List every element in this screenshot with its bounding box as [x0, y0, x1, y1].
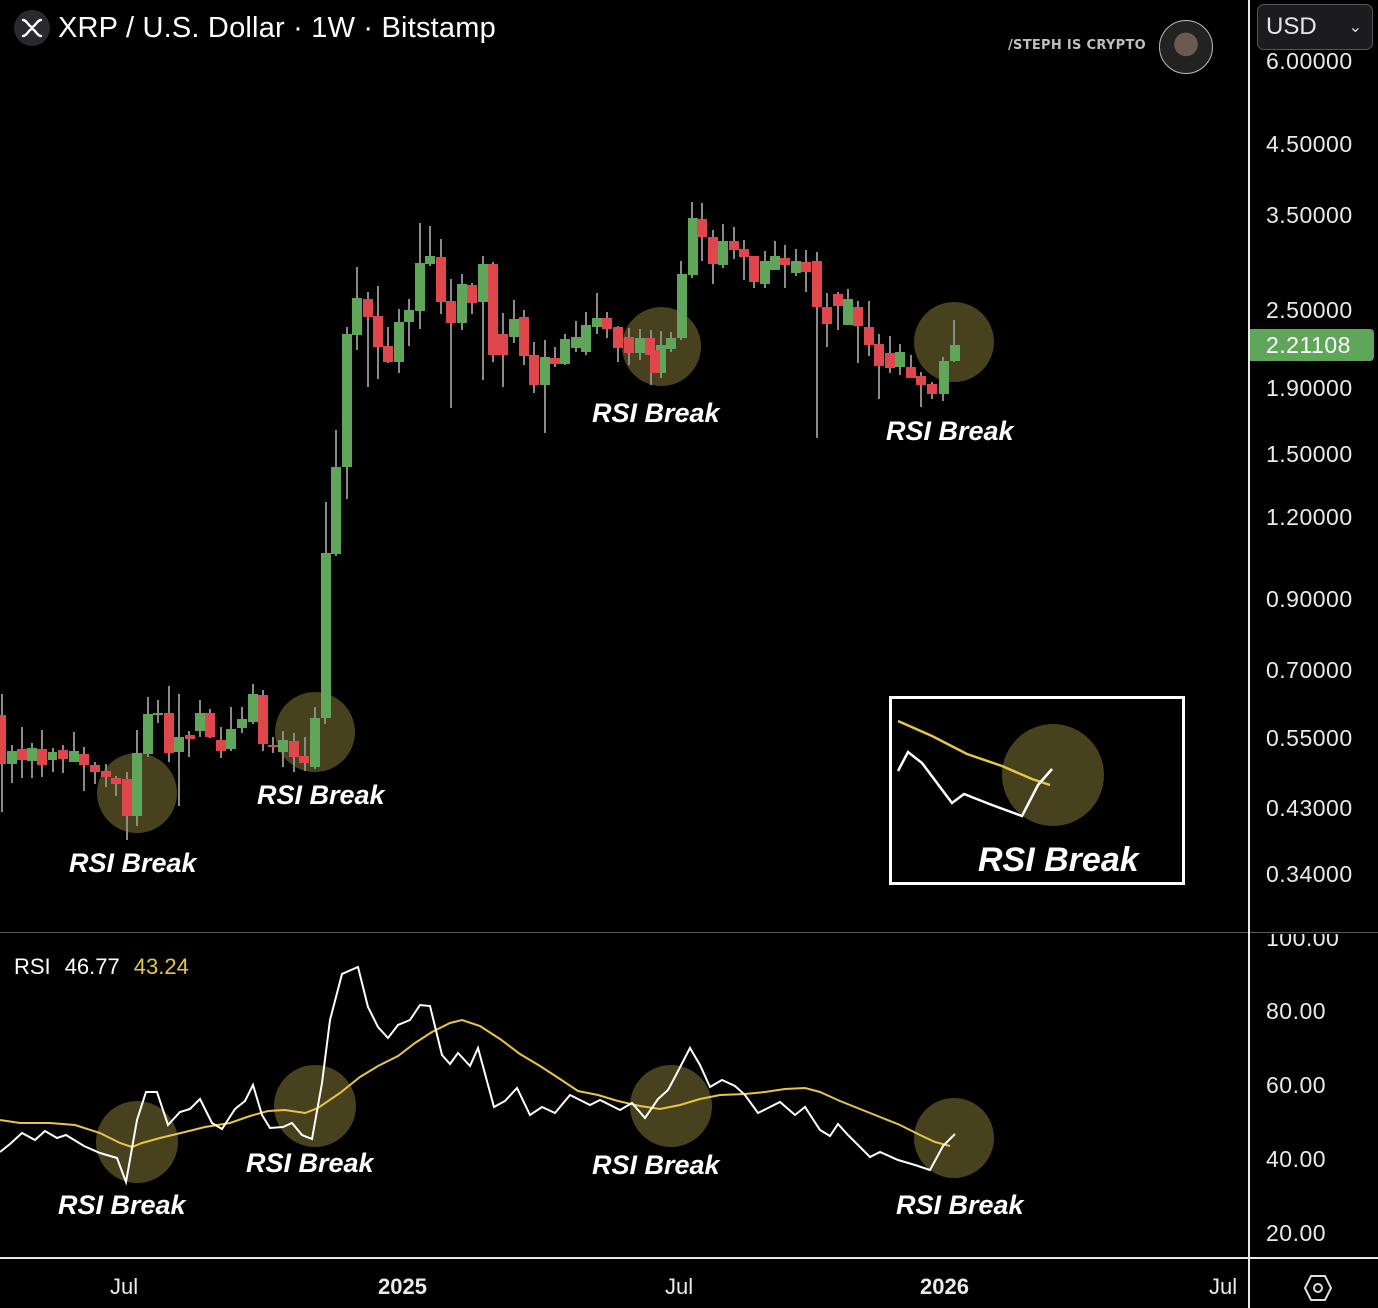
rsi-tick: 100.00 [1266, 925, 1340, 951]
price-tick: 0.34000 [1266, 861, 1353, 887]
rsi-chart[interactable] [0, 935, 1248, 1255]
rsi-tick: 20.00 [1266, 1220, 1327, 1246]
time-tick: Jul [665, 1274, 694, 1299]
rsi-break-label: RSI Break [896, 1190, 1024, 1220]
price-tick: 1.90000 [1266, 375, 1353, 401]
rsi-break-label: RSI Break [257, 780, 385, 810]
price-tick: 0.70000 [1266, 657, 1353, 683]
price-tick: 0.55000 [1266, 725, 1353, 751]
time-tick: Jul [110, 1274, 139, 1299]
time-tick: 2026 [920, 1274, 969, 1299]
highlight-circle [1002, 724, 1104, 826]
candlestick-chart[interactable] [0, 0, 1248, 932]
rsi-legend-name: RSI [14, 954, 51, 979]
rsi-break-label: RSI Break [592, 1150, 720, 1180]
pane-divider[interactable] [0, 932, 1248, 933]
rsi-tick: 40.00 [1266, 1146, 1327, 1172]
chart-title[interactable]: XRP / U.S. Dollar · 1W · Bitstamp [58, 11, 496, 44]
price-tick: 1.20000 [1266, 504, 1353, 530]
rsi-ma-line [0, 1018, 951, 1149]
time-tick: 2025 [378, 1274, 427, 1299]
rsi-break-label: RSI Break [69, 848, 197, 878]
rsi-break-label: RSI Break [58, 1190, 186, 1220]
rsi-ma-value: 43.24 [133, 954, 189, 979]
rsi-break-label: RSI Break [592, 398, 720, 428]
axis-divider [1248, 0, 1250, 1308]
chart-header: XRP / U.S. Dollar · 1W · Bitstamp [14, 8, 496, 48]
rsi-value: 46.77 [64, 954, 120, 979]
currency-select[interactable]: USD ⌄ [1257, 4, 1373, 50]
current-price-badge: 2.21108 [1250, 329, 1374, 361]
chart-settings-button[interactable] [1302, 1272, 1334, 1304]
price-tick: 6.00000 [1266, 48, 1353, 74]
pane-divider-axis [1250, 932, 1378, 933]
candles [0, 202, 960, 840]
watermark-text: /STEPH IS CRYPTO [1008, 38, 1147, 53]
rsi-line [0, 965, 956, 1186]
price-tick: 2.50000 [1266, 297, 1353, 323]
rsi-tick: 80.00 [1266, 998, 1327, 1024]
xrp-logo-icon [14, 10, 50, 46]
price-tick: 0.43000 [1266, 795, 1353, 821]
rsi-tick: 60.00 [1266, 1072, 1327, 1098]
down-candles [0, 219, 937, 816]
chevron-down-icon: ⌄ [1348, 19, 1362, 36]
rsi-break-label: RSI Break [246, 1148, 374, 1178]
rsi-legend[interactable]: RSI 46.77 43.24 [14, 954, 189, 980]
currency-value: USD [1266, 13, 1317, 40]
inset-rsi-lines [896, 719, 1053, 818]
rsi-break-inset: RSI Break [889, 696, 1185, 885]
price-tick: 4.50000 [1266, 131, 1353, 157]
avatar [1159, 20, 1213, 74]
time-tick: Jul [1209, 1274, 1238, 1299]
inset-rsi-break-label: RSI Break [978, 841, 1139, 879]
price-tick: 3.50000 [1266, 202, 1353, 228]
highlight-circle [274, 1065, 356, 1147]
time-axis-divider [0, 1257, 1378, 1259]
price-tick: 0.90000 [1266, 586, 1353, 612]
settings-hexagon-icon [1303, 1275, 1333, 1301]
up-candles [7, 218, 960, 816]
price-tick: 1.50000 [1266, 441, 1353, 467]
rsi-break-label: RSI Break [886, 416, 1014, 446]
